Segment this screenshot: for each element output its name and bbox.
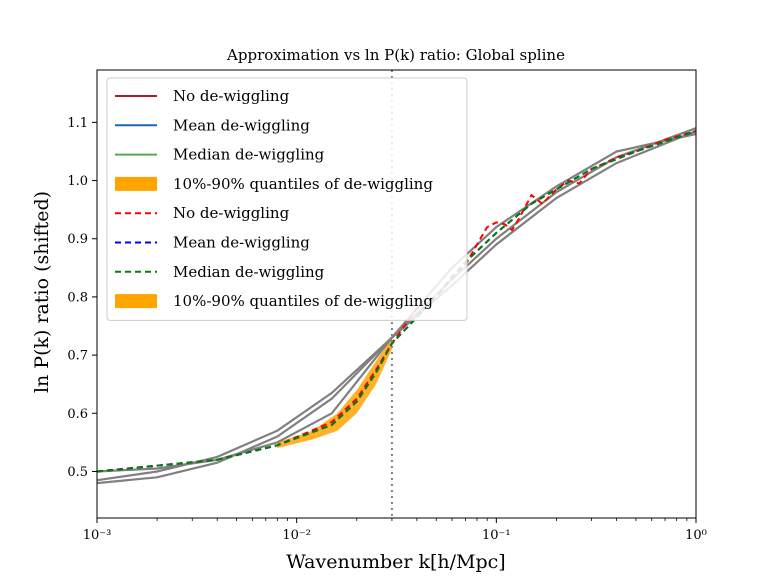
quantile-band-1: [277, 337, 392, 449]
y-axis-label: ln P(k) ratio (shifted): [31, 191, 53, 393]
series-line-1: [97, 130, 696, 473]
plot-frame: [96, 69, 697, 519]
y-tick-label: 0.9: [67, 232, 88, 247]
legend-swatch: [115, 294, 157, 309]
legend: No de-wiggling Mean de-wiggling Median de-…: [106, 77, 468, 321]
plot-content: [97, 127, 696, 485]
x-tick-label: 10⁻³: [83, 528, 112, 543]
y-tick-label: 1.1: [67, 116, 88, 131]
legend-label: Median de-wiggling: [173, 146, 325, 164]
series-line-3: [97, 130, 696, 473]
y-tick-label: 1.0: [67, 174, 88, 189]
y-tick-label: 0.5: [67, 465, 88, 480]
y-tick-label: 0.7: [67, 349, 88, 364]
legend-label: Median de-wiggling: [173, 263, 325, 281]
x-tick-label: 10⁻²: [282, 528, 311, 543]
legend-label: Mean de-wiggling: [173, 116, 310, 134]
x-tick-label: 10⁻¹: [482, 528, 511, 543]
legend-label: No de-wiggling: [173, 204, 290, 222]
legend-box: [106, 77, 468, 321]
chart-title: Approximation vs ln P(k) ratio: Global s…: [226, 46, 565, 64]
legend-label: Mean de-wiggling: [173, 234, 310, 252]
legend-label: 10%-90% quantiles of de-wiggling: [173, 292, 433, 310]
y-tick-label: 0.6: [67, 407, 88, 422]
legend-label: 10%-90% quantiles of de-wiggling: [173, 175, 433, 193]
legend-label: No de-wiggling: [173, 87, 290, 105]
y-tick-label: 0.8: [67, 290, 88, 305]
legend-swatch: [115, 176, 157, 191]
x-axis-label: Wavenumber k[h/Mpc]: [286, 551, 505, 573]
x-tick-label: 10⁰: [685, 528, 707, 543]
